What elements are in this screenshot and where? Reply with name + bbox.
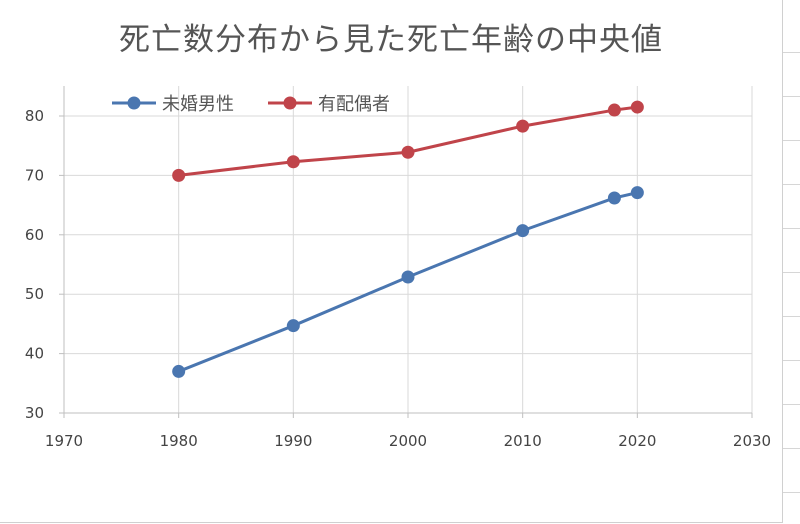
x-tick-labels: 1970 1980 1990 2000 2010 2020 2030 (45, 432, 771, 450)
data-point (172, 168, 186, 182)
x-tick-label: 1970 (45, 432, 83, 450)
legend-swatch-marker (127, 96, 141, 110)
data-point (172, 364, 186, 378)
x-tick-label: 2030 (733, 432, 771, 450)
y-tick-label: 80 (25, 107, 44, 125)
legend-label: 未婚男性 (162, 94, 234, 115)
x-tick-label: 2020 (618, 432, 656, 450)
x-tick-label: 2010 (504, 432, 542, 450)
x-tick-label: 1990 (274, 432, 312, 450)
y-tick-labels: 30 40 50 60 70 80 (25, 107, 44, 422)
x-tick-label: 2000 (389, 432, 427, 450)
y-tick-label: 70 (25, 166, 44, 184)
data-point (607, 103, 621, 117)
data-point (607, 191, 621, 205)
data-point (286, 319, 300, 333)
data-point (630, 186, 644, 200)
legend-label: 有配偶者 (318, 94, 390, 115)
data-point (516, 224, 530, 238)
data-point (516, 119, 530, 133)
series-points (172, 100, 644, 378)
axes (59, 86, 753, 418)
data-point (401, 145, 415, 159)
legend: 未婚男性 有配偶者 (112, 94, 390, 115)
legend-swatch-marker (283, 96, 297, 110)
y-tick-label: 40 (25, 345, 44, 363)
data-point (630, 100, 644, 114)
chart-title: 死亡数分布から見た死亡年齢の中央値 (119, 22, 663, 58)
gridlines (64, 86, 753, 413)
y-tick-label: 60 (25, 226, 44, 244)
data-point (401, 270, 415, 284)
chart-area (0, 0, 783, 523)
data-point (286, 155, 300, 169)
adjacent-sheet-edge (783, 0, 800, 524)
y-tick-label: 50 (25, 285, 44, 303)
y-tick-label: 30 (25, 404, 44, 422)
x-tick-label: 1980 (160, 432, 198, 450)
